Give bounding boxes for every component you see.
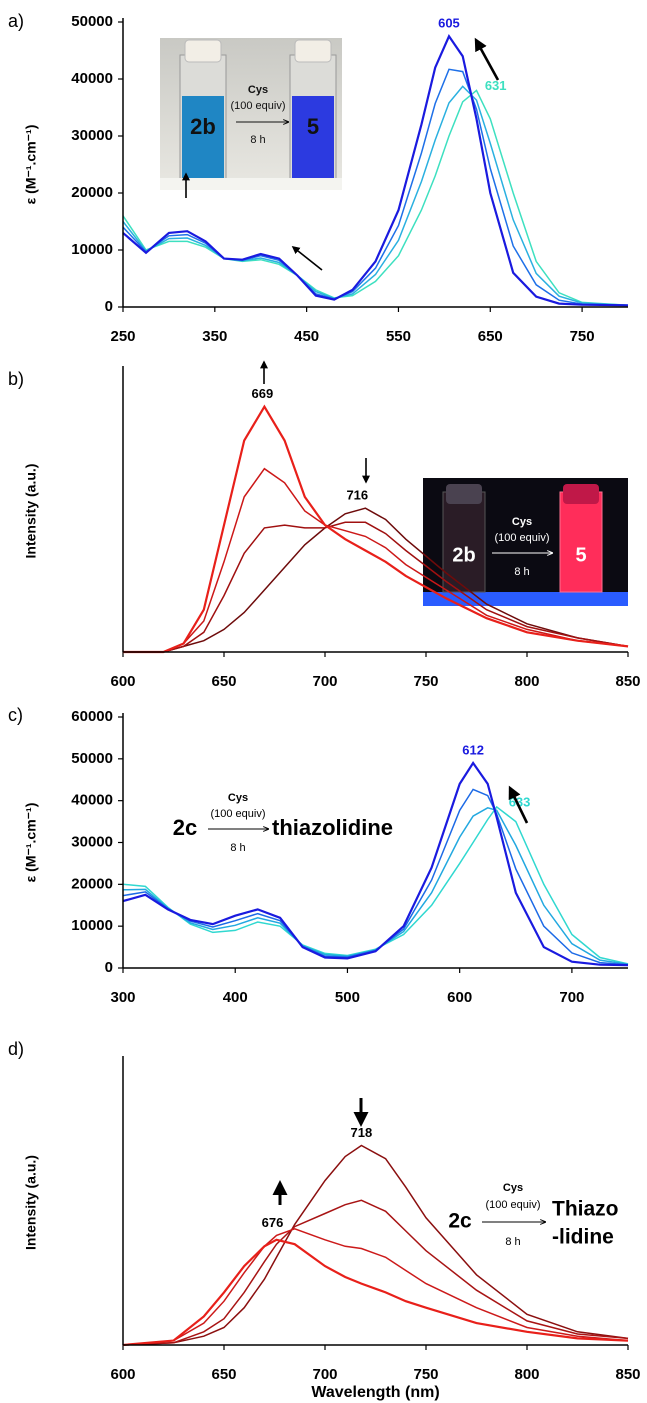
reagent: Cys [503, 1182, 523, 1194]
y-axis-label: ε (M⁻¹.cm⁻¹) [23, 125, 39, 205]
inset-shelf [160, 178, 342, 190]
product: Thiazo [552, 1198, 619, 1221]
vial [442, 491, 486, 593]
x-tick-label: 550 [386, 328, 411, 345]
reagent-amount: (100 equiv) [210, 808, 265, 820]
arrow [508, 785, 529, 824]
start-compound: 2b [452, 544, 475, 566]
spectrum-line [122, 1144, 629, 1346]
peak-label: 716 [346, 488, 368, 503]
x-tick-label: 650 [211, 1366, 236, 1383]
x-tick-label: 650 [478, 328, 503, 345]
x-tick-label: 800 [514, 1366, 539, 1383]
vial-liquid [292, 96, 334, 178]
x-tick-label: 600 [447, 989, 472, 1006]
y-tick-label: 40000 [71, 792, 113, 809]
y-tick-label: 10000 [71, 917, 113, 934]
x-tick-label: 700 [312, 673, 337, 690]
spectrum-line [122, 89, 629, 307]
vial-liquid [182, 96, 224, 178]
y-axis-label: Intensity (a.u.) [23, 464, 39, 559]
peak-label: 676 [262, 1215, 284, 1230]
y-axis-label: Intensity (a.u.) [23, 1155, 39, 1250]
spectrum-line [122, 1238, 629, 1347]
reagent-amount: (100 equiv) [494, 532, 549, 544]
y-tick-label: 0 [105, 298, 113, 315]
reagent-amount: (100 equiv) [485, 1199, 540, 1211]
reaction-time: 8 h [505, 1236, 520, 1248]
vial [559, 491, 603, 593]
y-tick-label: 50000 [71, 13, 113, 30]
spectrum-line [122, 85, 629, 307]
x-tick-label: 650 [211, 673, 236, 690]
x-tick-label: 600 [110, 673, 135, 690]
panel-label: b) [8, 369, 24, 389]
y-tick-label: 50000 [71, 750, 113, 767]
x-axis-label: Wavelength (nm) [311, 1384, 439, 1401]
vial-cap [446, 484, 482, 504]
spectrum-line [122, 34, 629, 307]
reagent-amount: (100 equiv) [230, 100, 285, 112]
peak-label: 631 [485, 78, 507, 93]
x-tick-label: 450 [294, 328, 319, 345]
x-tick-label: 350 [202, 328, 227, 345]
reagent: Cys [512, 516, 532, 528]
y-axis-label: ε (M⁻¹.cm⁻¹) [23, 803, 39, 883]
arrow [474, 37, 500, 81]
x-tick-label: 250 [110, 328, 135, 345]
x-tick-label: 850 [615, 673, 640, 690]
y-tick-label: 0 [105, 959, 113, 976]
spectrum-line [122, 761, 629, 967]
y-tick-label: 30000 [71, 127, 113, 144]
x-tick-label: 300 [110, 989, 135, 1006]
spectrum-line [123, 404, 629, 654]
spectrum-line [123, 521, 629, 653]
reaction-time: 8 h [250, 134, 265, 146]
peak-label: 612 [462, 742, 484, 757]
x-tick-label: 400 [223, 989, 248, 1006]
y-tick-label: 20000 [71, 184, 113, 201]
start-compound: 2c [173, 815, 197, 840]
x-tick-label: 750 [570, 328, 595, 345]
vial-cap [563, 484, 599, 504]
x-tick-label: 750 [413, 673, 438, 690]
peak-label: 669 [252, 386, 274, 401]
x-tick-label: 850 [615, 1366, 640, 1383]
x-tick-label: 800 [514, 673, 539, 690]
reaction-time: 8 h [230, 842, 245, 854]
vial-cap [294, 39, 332, 63]
spectrum-line [122, 1228, 629, 1346]
vial-cap [184, 39, 222, 63]
x-tick-label: 600 [110, 1366, 135, 1383]
start-compound: 2c [448, 1210, 472, 1233]
panel-label: d) [8, 1039, 24, 1059]
product: 5 [575, 544, 586, 566]
product: -lidine [552, 1226, 614, 1249]
x-tick-label: 700 [559, 989, 584, 1006]
peak-label: 718 [351, 1125, 373, 1140]
reaction-time: 8 h [514, 566, 529, 578]
y-tick-label: 10000 [71, 241, 113, 258]
spectrum-line [122, 1199, 629, 1346]
x-tick-label: 750 [413, 1366, 438, 1383]
start-compound: 2b [190, 114, 216, 139]
x-tick-label: 500 [335, 989, 360, 1006]
y-tick-label: 30000 [71, 833, 113, 850]
reagent: Cys [248, 84, 268, 96]
x-tick-label: 700 [312, 1366, 337, 1383]
peak-label: 605 [438, 16, 460, 31]
reagent: Cys [228, 792, 248, 804]
panel-label: c) [8, 705, 23, 725]
y-tick-label: 20000 [71, 875, 113, 892]
y-tick-label: 60000 [71, 708, 113, 725]
y-tick-label: 40000 [71, 70, 113, 87]
arrow [291, 246, 323, 271]
product: thiazolidine [272, 815, 393, 840]
product: 5 [307, 114, 319, 139]
panel-label: a) [8, 11, 24, 31]
